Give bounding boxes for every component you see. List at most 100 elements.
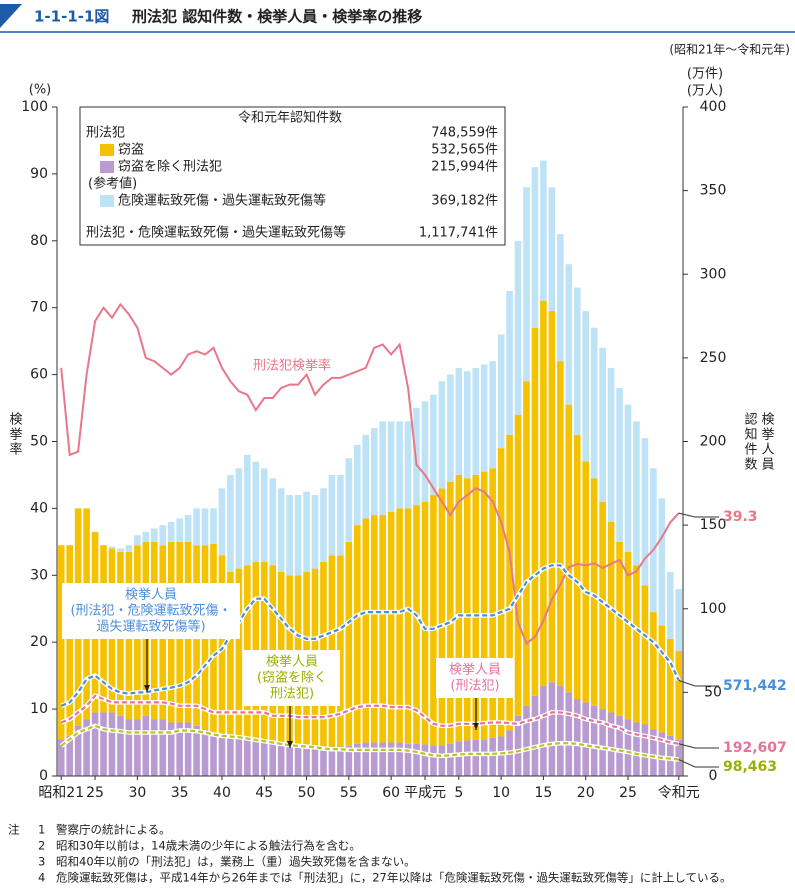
bar-segment <box>607 521 615 713</box>
figure-title: 刑法犯 認知件数・検挙人員・検挙率の推移 <box>132 8 422 26</box>
bar-segment <box>210 732 217 776</box>
bar-segment <box>472 739 480 776</box>
x-tick-label: 30 <box>128 785 146 801</box>
bar-segment <box>277 745 285 776</box>
bar-segment <box>269 743 277 776</box>
bar-segment <box>362 434 370 519</box>
bar-segment <box>328 474 336 556</box>
bar-segment <box>531 695 539 776</box>
bar-segment <box>235 568 243 738</box>
bar-segment <box>497 736 505 776</box>
leader-line <box>678 743 719 749</box>
leader-line <box>678 679 719 687</box>
bar-segment <box>184 722 192 776</box>
bar-segment <box>100 712 107 776</box>
y-tick-label: 100 <box>21 99 48 115</box>
bar-segment <box>616 541 623 716</box>
bar-segment <box>565 692 573 776</box>
bar-segment <box>430 394 437 496</box>
period: (昭和21年～令和元年) <box>669 42 790 57</box>
bar-segment <box>438 745 446 776</box>
bar-segment <box>573 434 581 700</box>
bar-segment <box>531 327 539 696</box>
bar-segment <box>66 545 73 736</box>
note-number: 1 <box>38 823 45 837</box>
bar-segment <box>463 740 471 776</box>
x-tick-label: 20 <box>577 785 595 801</box>
bar-segment <box>134 535 141 546</box>
bar-segment <box>286 745 293 776</box>
y-tick-label: 0 <box>39 768 48 784</box>
legend-count: 215,994件 <box>431 160 498 175</box>
x-tick-label: 60 <box>382 785 400 801</box>
bar-segment <box>447 743 454 776</box>
bar-segment <box>557 685 564 776</box>
bar-segment <box>354 743 361 776</box>
bar-segment <box>311 746 319 776</box>
x-tick-label: 平成元 <box>404 785 446 801</box>
x-tick-label: 5 <box>454 785 463 801</box>
leader-line <box>678 759 719 768</box>
bar-segment <box>557 234 564 362</box>
bar-segment <box>57 739 65 776</box>
y-tick-label: 40 <box>30 500 48 516</box>
figure-number: 1-1-1-1図 <box>34 8 109 26</box>
bar-segment <box>404 743 412 776</box>
bar-segment <box>413 743 420 776</box>
bar-segment <box>396 421 403 509</box>
bar-segment <box>387 511 395 743</box>
bar-segment <box>294 495 302 576</box>
bar-segment <box>74 725 82 776</box>
bar-segment <box>184 515 192 542</box>
legend-label: 窃盗 <box>118 142 144 158</box>
callout-text: 検挙人員 <box>449 663 501 678</box>
bar-segment <box>370 742 378 776</box>
bar-segment <box>159 525 167 546</box>
bar-segment <box>370 428 378 516</box>
bar-segment <box>83 719 90 776</box>
bar-segment <box>472 367 480 475</box>
bar-segment <box>252 461 260 562</box>
bar-segment <box>616 715 623 776</box>
bar-segment <box>387 742 395 776</box>
bar-segment <box>540 685 547 776</box>
y2-tick-label: 250 <box>700 350 727 366</box>
bar-segment <box>514 715 522 776</box>
bar-segment <box>286 495 293 576</box>
bar-segment <box>227 474 234 572</box>
bar-segment <box>413 505 420 744</box>
callout-text: 過失運転致死傷等) <box>96 619 205 635</box>
legend-box <box>79 106 506 246</box>
y-tick-label: 20 <box>30 634 48 650</box>
bar-segment <box>480 739 488 776</box>
header-mark <box>0 4 22 28</box>
bar-segment <box>117 715 124 776</box>
bar-segment <box>303 746 310 776</box>
bar-segment <box>218 735 226 776</box>
y-tick-label: 70 <box>30 300 48 316</box>
bar-segment <box>650 612 657 730</box>
bar-segment <box>269 478 277 566</box>
bar-segment <box>633 722 640 776</box>
callout-text: (窃盗を除く <box>257 670 327 686</box>
bar-segment <box>176 518 183 542</box>
bar-segment <box>320 488 327 562</box>
bar-segment <box>244 454 251 566</box>
y2-tick-label: 100 <box>700 601 727 617</box>
y-tick-label: 30 <box>30 567 48 583</box>
bar-segment <box>404 508 412 744</box>
bar-segment <box>150 528 158 542</box>
bar-segment <box>557 361 564 686</box>
bar-segment <box>176 722 183 776</box>
bar-segment <box>201 729 209 776</box>
bar-segment <box>57 545 65 740</box>
y2-axis-label: 検挙人員 <box>759 412 775 472</box>
bar-segment <box>472 474 480 740</box>
callout-box <box>436 658 514 698</box>
bar-segment <box>599 709 606 776</box>
bar-segment <box>294 747 302 776</box>
bar-segment <box>523 187 530 382</box>
bar-segment <box>150 719 158 776</box>
legend-label: (参考値) <box>88 176 137 192</box>
